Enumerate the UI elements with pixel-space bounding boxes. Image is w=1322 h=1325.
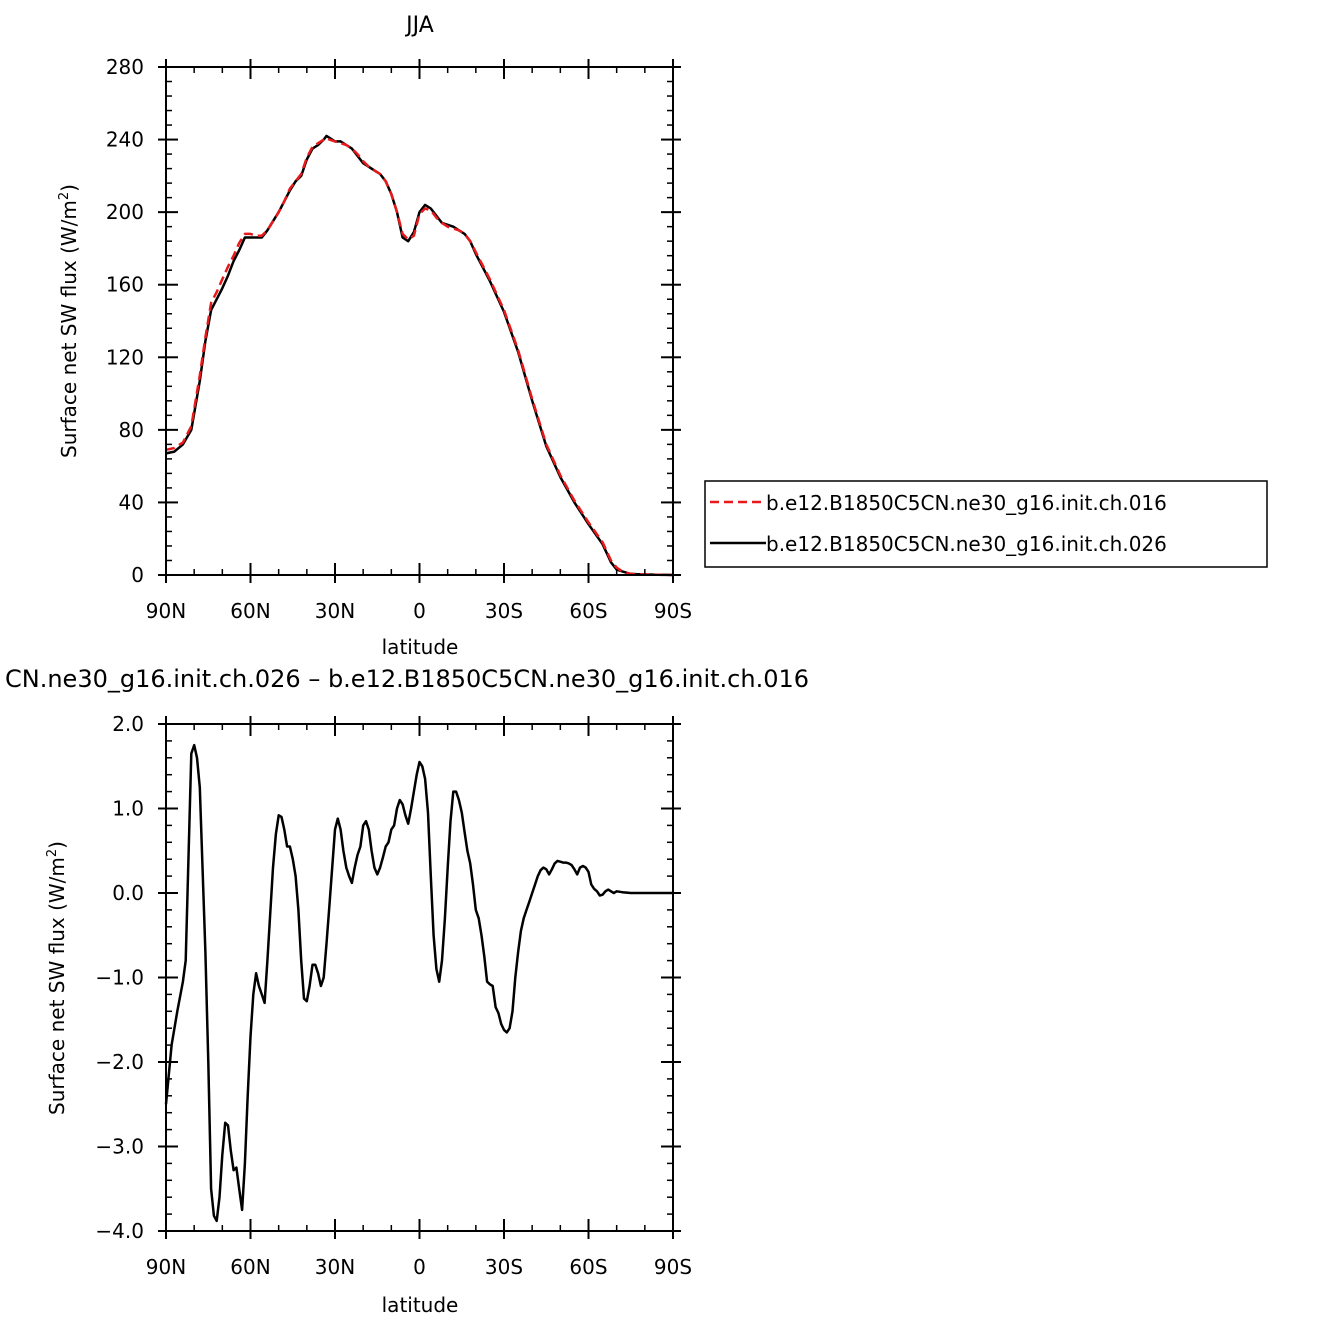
legend: b.e12.B1850C5CN.ne30_g16.init.ch.016 b.e… [704,480,1268,568]
bottom-x-tick-label: 60S [569,1255,607,1279]
bottom-y-tick-label: 2.0 [112,712,144,736]
bottom-x-tick-label: 30S [485,1255,523,1279]
bottom-x-tick-label: 90N [146,1255,186,1279]
bottom-series-layer [164,743,673,1223]
top-plot-frame [165,66,674,576]
top-y-axis-label: Surface net SW flux (W/m2) [57,184,81,458]
bottom-x-axis-label: latitude [382,1293,459,1317]
bottom-y-tick-label: −2.0 [95,1050,144,1074]
bottom-y-axis-label-sup: 2 [45,849,60,857]
bottom-y-tick-label: −1.0 [95,966,144,990]
svg-text:Surface net SW flux (W/m2): Surface net SW flux (W/m2) [45,841,69,1115]
top-y-tick-label: 160 [106,273,144,297]
svg-text:Surface net SW flux (W/m2): Surface net SW flux (W/m2) [57,184,81,458]
bottom-x-tick-label: 90S [654,1255,692,1279]
bottom-panel: CN.ne30_g16.init.ch.026 – b.e12.B1850C5C… [5,665,809,1317]
top-y-axis-label-close: ) [57,184,81,192]
top-panel: JJA 90N 60N 30N 0 30S 60S 90S 0 40 80 120 160 200 240… [57,13,1268,659]
bottom-y-tick-label: 0.0 [112,881,144,905]
legend-label-026: b.e12.B1850C5CN.ne30_g16.init.ch.026 [766,532,1167,556]
top-y-tick-label: 240 [106,128,144,152]
bottom-y-axis-label: Surface net SW flux (W/m2) [45,841,69,1115]
top-x-tick-label: 90N [146,599,186,623]
top-x-tick-label: 60S [569,599,607,623]
bottom-y-tick-label: −3.0 [95,1135,144,1159]
top-x-tick-label: 30S [485,599,523,623]
bottom-x-tick-label: 0 [413,1255,426,1279]
top-y-axis-label-text: Surface net SW flux (W/m [57,200,81,458]
top-y-tick-label: 200 [106,200,144,224]
bottom-x-tick-label: 30N [315,1255,355,1279]
bottom-y-axis-label-text: Surface net SW flux (W/m [45,857,69,1115]
top-y-tick-label: 0 [131,563,144,587]
top-y-tick-label: 280 [106,55,144,79]
bottom-series-line-0 [164,743,673,1223]
top-x-tick-label: 90S [654,599,692,623]
bottom-chart-title: CN.ne30_g16.init.ch.026 – b.e12.B1850C5C… [5,665,809,693]
top-chart-title: JJA [404,13,434,38]
top-series-layer [165,134,674,577]
bottom-tick-layer: 90N 60N 30N 0 30S 60S 90S −4.0 −3.0 −2.0 −1.0 0.0 1.… [95,712,692,1279]
top-series-line-1 [165,134,674,577]
top-y-tick-label: 40 [119,490,144,514]
top-y-tick-label: 80 [119,418,144,442]
top-tick-layer: 90N 60N 30N 0 30S 60S 90S 0 40 80 120 160 200 240 280 [106,55,692,623]
top-x-tick-label: 60N [230,599,270,623]
top-x-tick-label: 30N [315,599,355,623]
top-x-axis-label: latitude [382,635,459,659]
top-y-tick-label: 120 [106,345,144,369]
bottom-y-axis-label-close: ) [45,841,69,849]
top-y-axis-label-sup: 2 [57,192,72,200]
bottom-x-tick-label: 60N [230,1255,270,1279]
bottom-y-tick-label: −4.0 [95,1219,144,1243]
legend-box [704,480,1268,568]
top-series-line-0 [165,136,674,577]
top-x-tick-label: 0 [413,599,426,623]
bottom-plot-frame [165,723,674,1232]
legend-label-016: b.e12.B1850C5CN.ne30_g16.init.ch.016 [766,491,1167,515]
bottom-y-tick-label: 1.0 [112,797,144,821]
